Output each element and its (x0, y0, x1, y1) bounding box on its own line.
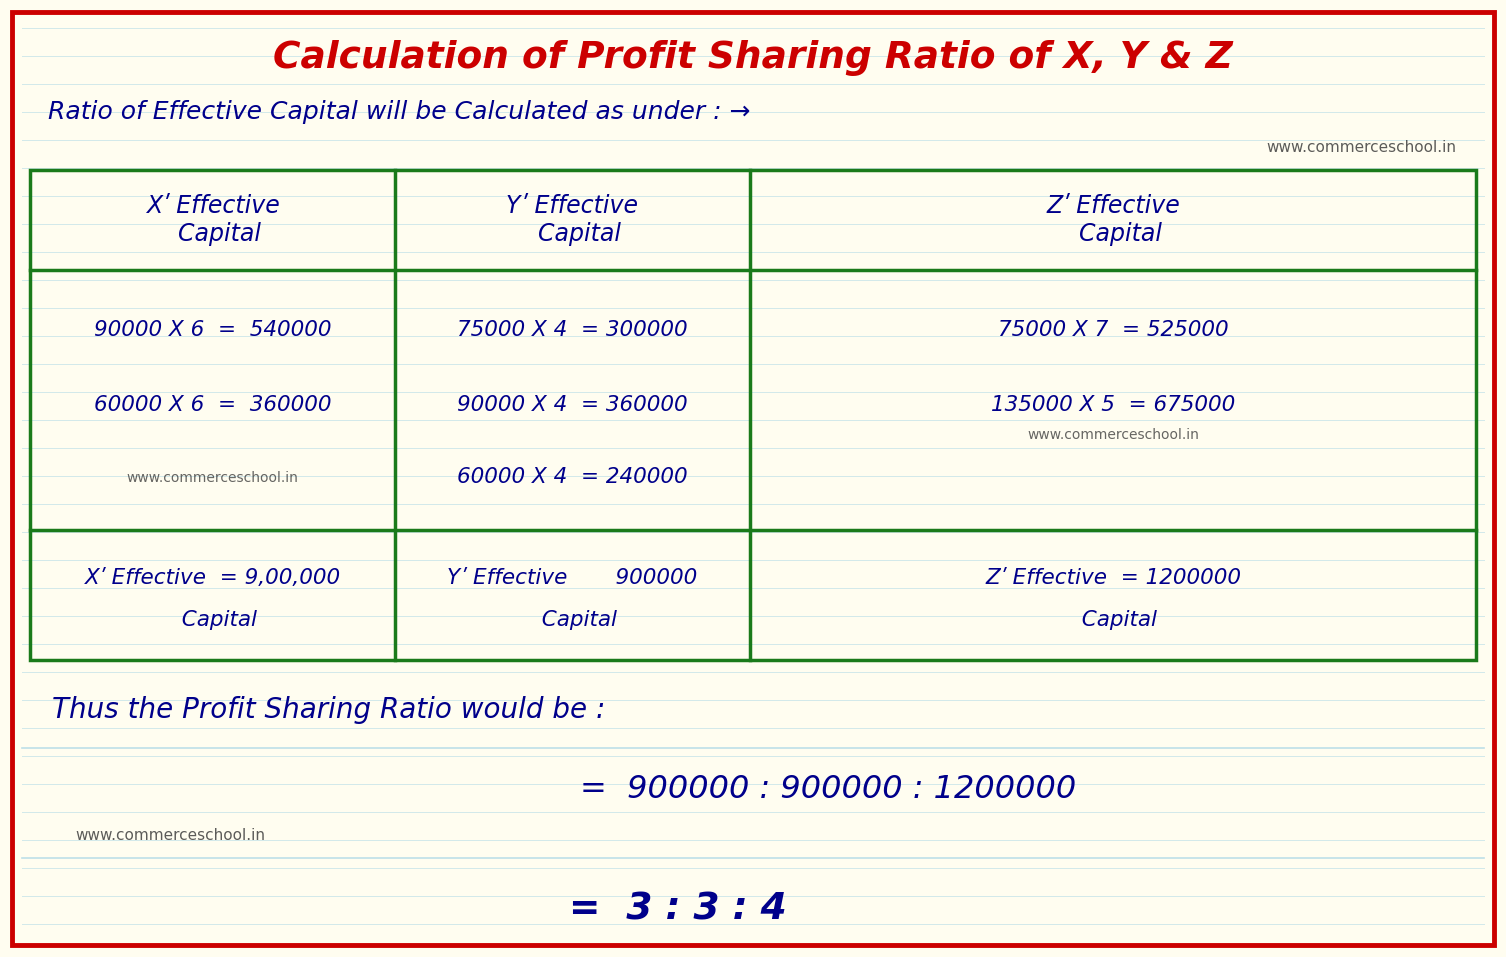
Text: www.commerceschool.in: www.commerceschool.in (1267, 141, 1456, 155)
Text: Capital: Capital (529, 610, 617, 630)
Text: Ratio of Effective Capital will be Calculated as under : →: Ratio of Effective Capital will be Calcu… (48, 100, 750, 124)
Text: 90000 X 6  =  540000: 90000 X 6 = 540000 (93, 320, 331, 340)
Text: Xʹ Effective  = 9,00,000: Xʹ Effective = 9,00,000 (84, 568, 340, 588)
Text: 90000 X 4  = 360000: 90000 X 4 = 360000 (458, 395, 688, 415)
Bar (30, 170, 1476, 660)
Text: Capital: Capital (1068, 610, 1158, 630)
Text: =  900000 : 900000 : 1200000: = 900000 : 900000 : 1200000 (580, 774, 1077, 806)
Text: 60000 X 6  =  360000: 60000 X 6 = 360000 (93, 395, 331, 415)
Text: 135000 X 5  = 675000: 135000 X 5 = 675000 (991, 395, 1235, 415)
Text: =  3 : 3 : 4: = 3 : 3 : 4 (569, 892, 786, 928)
Text: Zʹ Effective
  Capital: Zʹ Effective Capital (1047, 194, 1179, 246)
Text: Thus the Profit Sharing Ratio would be :: Thus the Profit Sharing Ratio would be : (53, 696, 605, 724)
Text: Capital: Capital (169, 610, 258, 630)
Text: www.commerceschool.in: www.commerceschool.in (127, 471, 298, 485)
Text: 75000 X 7  = 525000: 75000 X 7 = 525000 (997, 320, 1229, 340)
Text: Yʹ Effective
  Capital: Yʹ Effective Capital (506, 194, 639, 246)
Text: Calculation of Profit Sharing Ratio of X, Y & Z: Calculation of Profit Sharing Ratio of X… (273, 40, 1233, 76)
Text: Xʹ Effective
  Capital: Xʹ Effective Capital (146, 194, 280, 246)
Text: 75000 X 4  = 300000: 75000 X 4 = 300000 (458, 320, 688, 340)
Text: Zʹ Effective  = 1200000: Zʹ Effective = 1200000 (985, 568, 1241, 588)
Text: Yʹ Effective       900000: Yʹ Effective 900000 (447, 568, 697, 588)
Text: 60000 X 4  = 240000: 60000 X 4 = 240000 (458, 467, 688, 487)
Text: www.commerceschool.in: www.commerceschool.in (1027, 428, 1199, 442)
Text: www.commerceschool.in: www.commerceschool.in (75, 828, 265, 842)
